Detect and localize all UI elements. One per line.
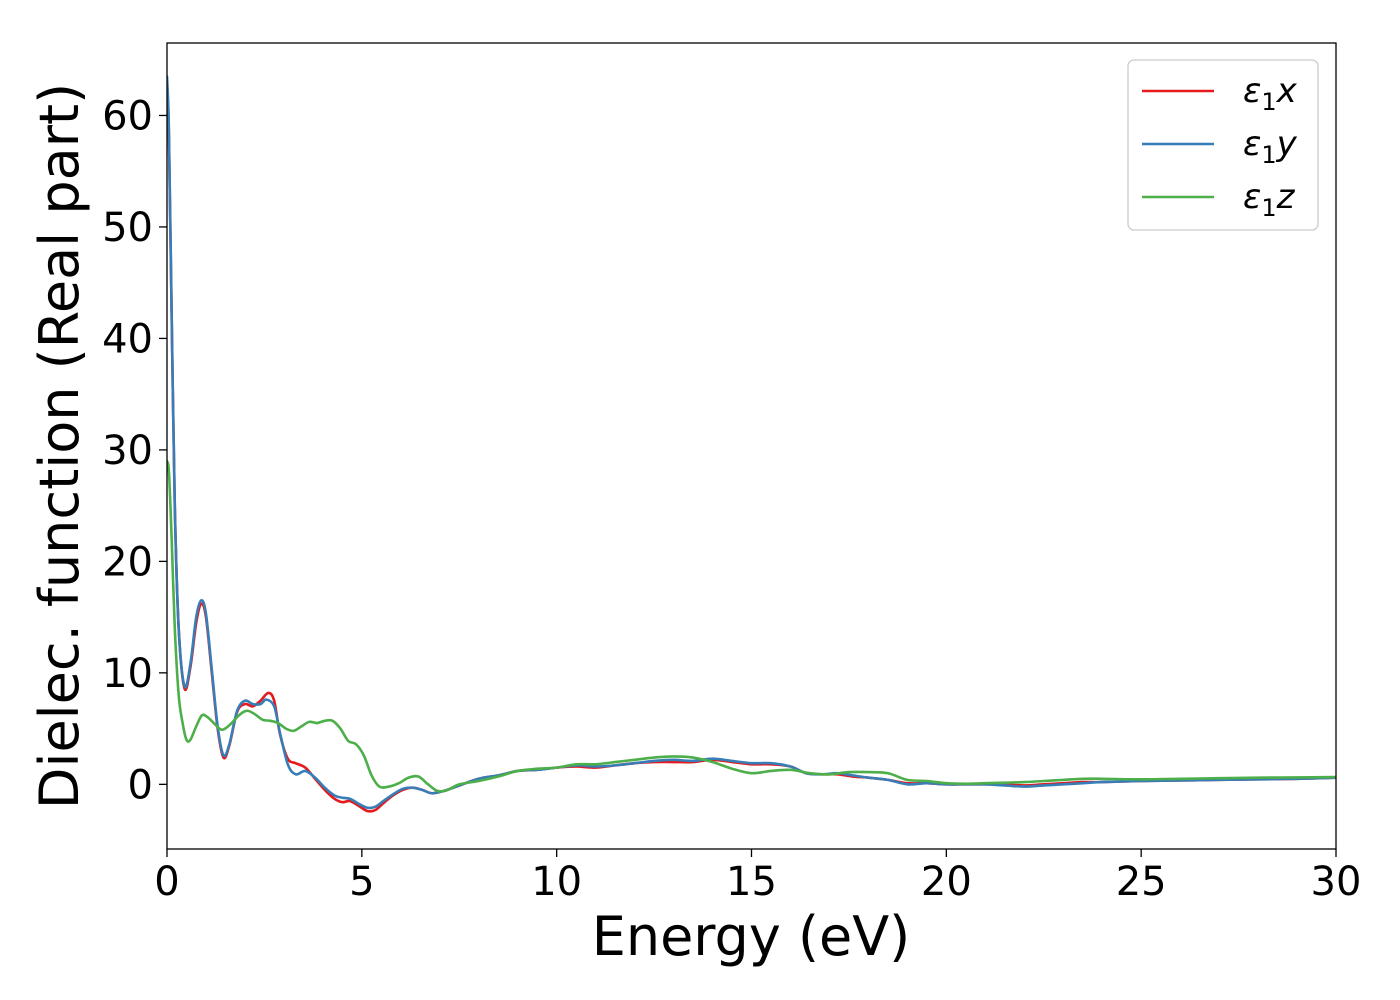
- x-tick-label: 15: [726, 859, 777, 905]
- legend-label-z: ε1z: [1243, 177, 1296, 222]
- x-tick-label: 30: [1311, 859, 1362, 905]
- y-tick-label: 10: [102, 651, 153, 697]
- legend-variable: y: [1276, 124, 1298, 164]
- legend-subscript: 1: [1261, 141, 1276, 169]
- x-tick-label: 5: [349, 859, 374, 905]
- x-tick-label: 0: [154, 859, 179, 905]
- y-tick-label: 60: [102, 93, 153, 139]
- x-axis-ticks: 0 5 10 15 20 25 30: [154, 849, 1361, 905]
- legend-variable: x: [1276, 71, 1298, 111]
- y-tick-label: 30: [102, 428, 153, 474]
- legend-symbol: ε: [1243, 124, 1261, 164]
- y-axis-label: Dielec. function (Real part): [28, 83, 91, 809]
- x-tick-label: 20: [921, 859, 972, 905]
- y-tick-label: 40: [102, 316, 153, 362]
- legend-label-y: ε1y: [1243, 124, 1298, 169]
- legend-box: [1127, 59, 1319, 231]
- y-tick-label: 50: [102, 205, 153, 251]
- y-axis-ticks: 0 10 20 30 40 50 60: [102, 93, 167, 808]
- x-tick-label: 25: [1116, 859, 1167, 905]
- y-tick-label: 0: [128, 762, 153, 808]
- x-tick-label: 10: [531, 859, 582, 905]
- series-line-z: [167, 459, 1336, 793]
- y-tick-label: 20: [102, 539, 153, 585]
- legend-subscript: 1: [1261, 194, 1276, 222]
- x-axis-label: Energy (eV): [592, 905, 911, 968]
- legend-symbol: ε: [1243, 71, 1261, 111]
- series-layer: [167, 75, 1336, 813]
- legend-variable: z: [1276, 177, 1296, 217]
- legend-symbol: ε: [1243, 177, 1261, 217]
- legend-label-x: ε1x: [1243, 71, 1298, 116]
- legend-subscript: 1: [1261, 88, 1276, 116]
